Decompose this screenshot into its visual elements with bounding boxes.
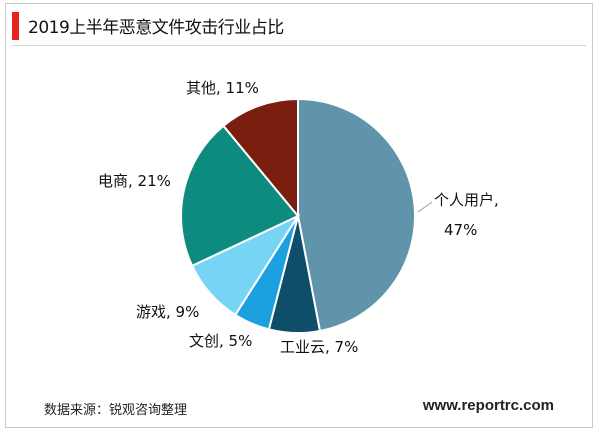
- label-leader-line: [417, 201, 433, 213]
- title-divider: [12, 45, 586, 46]
- slice-label-4: 电商, 21%: [98, 172, 171, 190]
- slice-label-2: 文创, 5%: [189, 332, 252, 350]
- pie-slice-5: [222, 97, 299, 219]
- slice-label-3: 游戏, 9%: [136, 303, 199, 321]
- pie-chart: 个人用户, 47% 工业云, 7% 文创, 5% 游戏, 9% 电商, 21% 其他, 11…: [98, 79, 499, 356]
- data-source-note: 数据来源：锐观咨询整理: [44, 403, 188, 418]
- pie-slice-0: [297, 97, 416, 333]
- slice-label-5: 其他, 11%: [186, 79, 259, 97]
- slice-label-0-value: 47%: [444, 221, 477, 239]
- pie-slice-4: [180, 124, 300, 268]
- chart-title: 2019上半年恶意文件攻击行业占比: [28, 18, 284, 38]
- slice-label-1: 工业云, 7%: [280, 338, 358, 356]
- website-watermark: www.reportrc.com: [422, 397, 554, 414]
- chart-frame: 2019上半年恶意文件攻击行业占比 个人用户, 47% 工业云, 7% 文创, 5% 游…: [5, 3, 593, 428]
- title-accent-bar: [12, 12, 19, 40]
- slice-label-0: 个人用户,: [434, 191, 499, 209]
